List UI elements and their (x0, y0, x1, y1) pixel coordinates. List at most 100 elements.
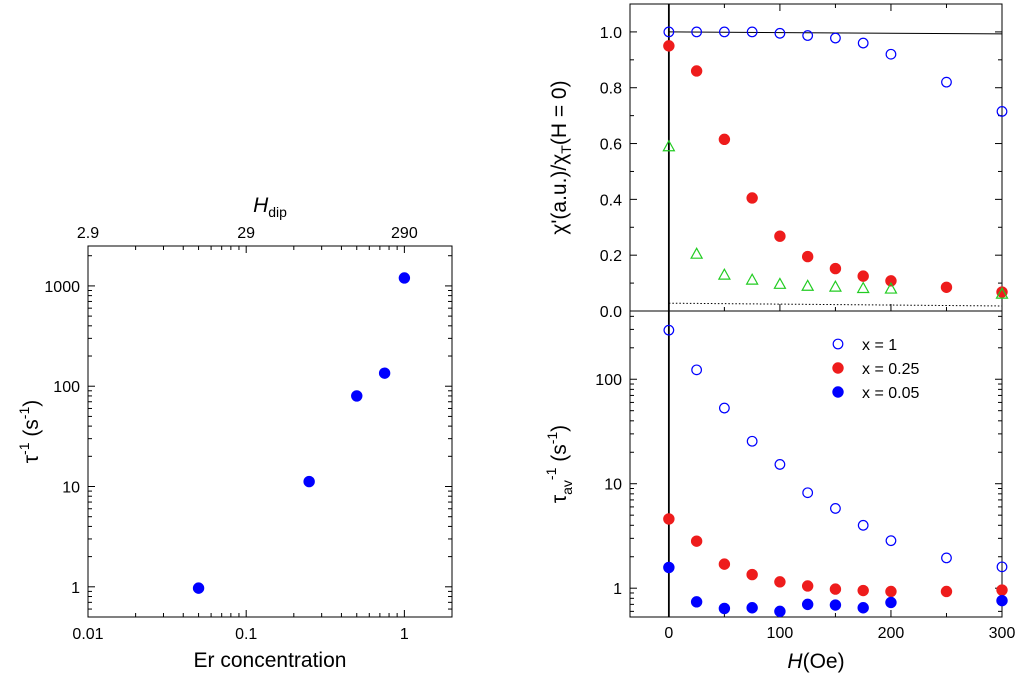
rbot-data-point (801, 598, 814, 611)
rtop-data-point (746, 26, 758, 38)
left-top-tick-label: 290 (391, 225, 418, 242)
rbot-data-point (802, 487, 814, 499)
rbot-y-axis-title-part-3: (s (548, 444, 571, 467)
left-top-tick-label: 2.9 (77, 225, 99, 242)
rbot-x-tick-label: 0 (664, 625, 673, 642)
rbot-data-point (691, 364, 703, 376)
legend-marker (832, 338, 844, 350)
left-x-axis-title: Er concentration (194, 649, 347, 672)
rbot-data-point (857, 584, 869, 597)
rbot-y-tick-label: 100 (595, 372, 622, 389)
rbot-data-point (829, 583, 842, 595)
left-y-axis-title: τ-1 (s-1) (16, 400, 43, 464)
rtop-data-point (717, 267, 731, 280)
right-top-panel: 0.0 0.2 0.4 0.6 0.8 1.0 χ'(a.u.)/χT(H = 0) (548, 3, 1009, 321)
rtop-data-point (802, 30, 814, 41)
rtop-data-point (745, 273, 759, 285)
left-plot-frame (87, 245, 453, 618)
rbot-data-point (996, 594, 1008, 607)
rbot-data-point (663, 561, 675, 574)
legend-marker (832, 386, 844, 398)
left-x-tick-label: 0.1 (235, 626, 257, 643)
rbot-x-axis-title: H(Oe) (787, 650, 844, 673)
left-data-point (398, 272, 411, 284)
rbot-data-point (830, 503, 841, 514)
rbot-data-point (829, 599, 842, 611)
rbot-y-axis-title: τav-1 (s-1) (543, 425, 575, 503)
left-y-axis-title-part-1: -1 (16, 442, 32, 455)
rtop-data-point (996, 106, 1008, 117)
left-x-tick-label: 0.01 (72, 626, 103, 643)
left-data-point (303, 475, 315, 488)
rtop-data-point (663, 26, 675, 38)
left-y-axis-title-part-4: ) (20, 400, 43, 407)
rtop-y-tick-label: 0.4 (600, 192, 622, 209)
left-data-point (378, 367, 391, 379)
rtop-data-point (885, 275, 897, 287)
rbot-data-point (940, 585, 953, 598)
rtop-data-point (690, 65, 703, 77)
rtop-data-point (884, 281, 898, 294)
left-y-tick-label: 10 (62, 480, 80, 497)
left-panel: 0.01 0.1 1 2.9 29 290 1 10 100 1000 Er concentrati… (16, 194, 453, 672)
left-y-tick-label: 1 (71, 580, 80, 597)
rbot-data-point (996, 561, 1008, 573)
rbot-data-point (857, 519, 869, 531)
rbot-data-point (718, 558, 731, 570)
rtop-reference-line (668, 302, 1003, 307)
rtop-y-axis-title-part-1: T (558, 145, 574, 154)
rtop-data-point (996, 286, 1008, 298)
left-data-point (351, 390, 363, 402)
rbot-data-point (690, 596, 703, 608)
rbot-y-axis-title-part-0: τ (548, 494, 571, 503)
left-data-point (192, 582, 205, 594)
rbot-data-point (746, 602, 758, 614)
legend-marker (832, 362, 844, 374)
rtop-data-point (746, 192, 758, 204)
rtop-data-point (662, 139, 676, 152)
legend-entry: x = 0.25 (862, 361, 919, 378)
rbot-plot-frame (629, 310, 1003, 618)
rtop-data-point (773, 277, 787, 289)
rbot-x-tick-label: 100 (767, 625, 794, 642)
rtop-data-point (885, 48, 897, 60)
rbot-y-axis-title-part-4: -1 (544, 432, 560, 445)
rbot-data-point (774, 605, 786, 618)
rbot-y-axis-title-part-1: av (559, 480, 575, 495)
rtop-y-tick-label: 0.2 (600, 248, 622, 265)
rtop-y-tick-label: 0.8 (600, 81, 622, 98)
rbot-data-point (885, 535, 897, 547)
rtop-data-point (801, 250, 814, 263)
rbot-data-point (801, 580, 814, 592)
rtop-data-point (828, 279, 842, 292)
rtop-data-point (691, 26, 703, 38)
rbot-data-point (718, 602, 731, 615)
rbot-data-point (690, 535, 703, 547)
legend-entry: x = 0.05 (862, 385, 919, 402)
rbot-data-point (774, 459, 786, 470)
rbot-data-point (663, 324, 675, 336)
left-x-tick-label: 1 (400, 626, 409, 643)
rtop-y-tick-label: 0.0 (600, 304, 622, 321)
rbot-data-point (774, 576, 786, 588)
left-y-tick-label: 1000 (44, 279, 80, 296)
rbot-data-point (718, 402, 730, 414)
rbot-data-point (885, 585, 897, 598)
left-y-axis-title-part-0: τ (20, 454, 43, 463)
rtop-data-point (774, 27, 786, 39)
rtop-y-axis-title-part-2: (H = 0) (548, 80, 571, 145)
rtop-data-point (801, 279, 815, 291)
rbot-data-point (885, 596, 897, 609)
rtop-y-axis-title: χ'(a.u.)/χT(H = 0) (548, 80, 574, 234)
left-y-tick-label: 100 (53, 379, 80, 396)
rbot-x-axis-title-part-0: H (787, 650, 803, 673)
rtop-data-point (856, 281, 870, 294)
rtop-plot-frame (629, 3, 1003, 312)
rtop-data-point (774, 230, 786, 242)
rbot-y-axis-title-part-5: ) (548, 425, 571, 432)
rbot-data-point (996, 584, 1008, 596)
rtop-y-tick-label: 1.0 (600, 25, 622, 42)
rbot-data-point (746, 568, 758, 581)
rtop-data-point (830, 32, 841, 44)
